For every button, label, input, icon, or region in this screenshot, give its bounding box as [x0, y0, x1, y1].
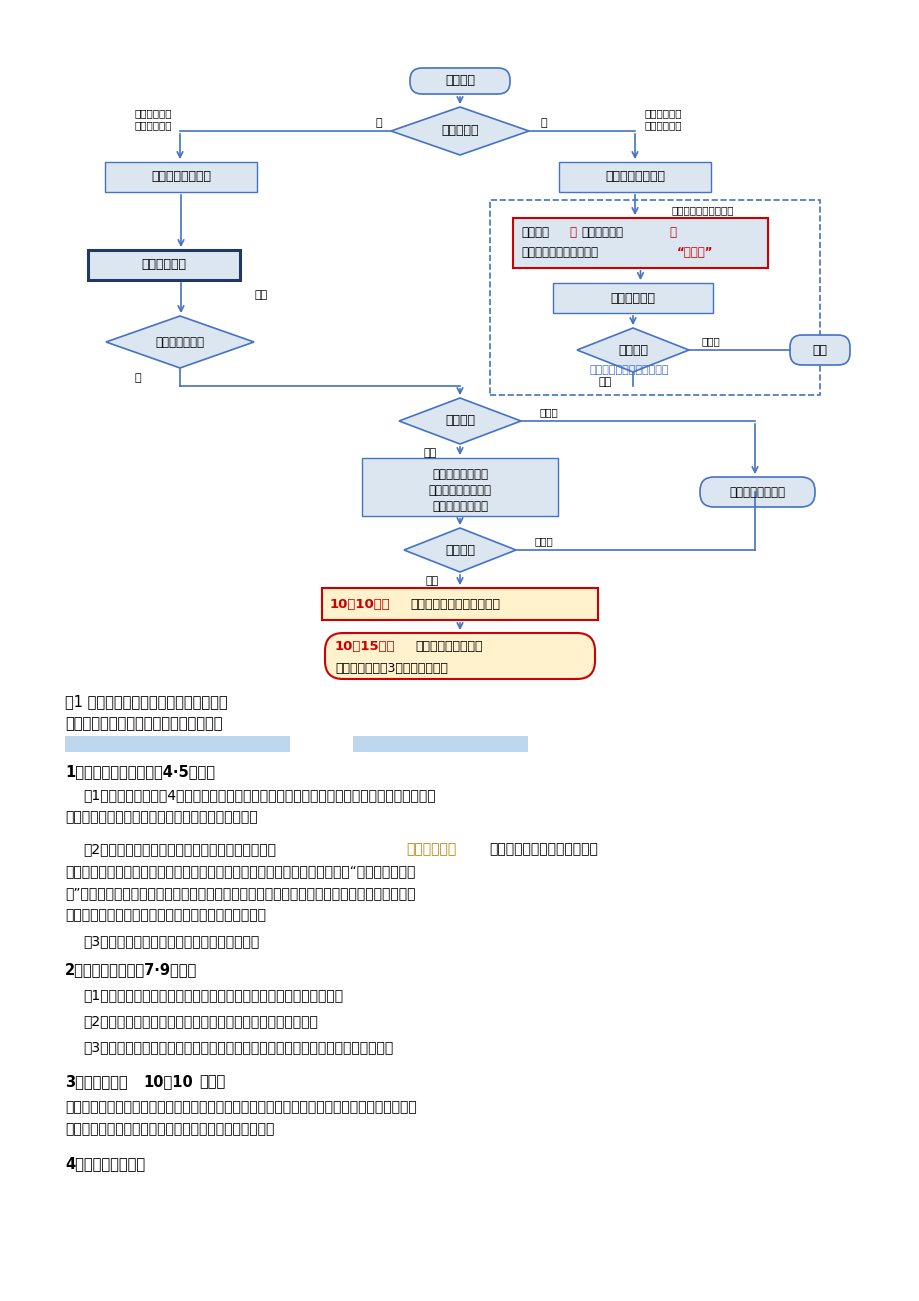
Text: 4、贷款核认月份）: 4、贷款核认月份） [65, 1157, 145, 1171]
Polygon shape [399, 398, 520, 444]
Text: 制额度，分配贷款名额及金额，下发工作安排通知。: 制额度，分配贷款名额及金额，下发工作安排通知。 [65, 811, 257, 824]
FancyBboxPatch shape [559, 163, 710, 193]
Text: 是否预申请: 是否预申请 [441, 125, 478, 138]
Text: 提交申请，导: 提交申请，导 [135, 108, 173, 118]
Text: 材料审查: 材料审查 [445, 415, 474, 428]
Text: 通知学生完善手续: 通知学生完善手续 [728, 485, 784, 498]
Text: 统”网址：；学校为外省籍学生出具《青岛理工大学外省籍在校生申请国家助学贷款证明》，学: 统”网址：；学校为外省籍学生出具《青岛理工大学外省籍在校生申请国家助学贷款证明》… [65, 886, 415, 900]
Text: 签订《借款合同》: 签订《借款合同》 [432, 467, 487, 480]
Text: 借款学生: 借款学生 [445, 74, 474, 87]
Text: 学生在线服务系统: 学生在线服务系统 [151, 170, 210, 183]
Text: “一个章”: “一个章” [676, 246, 713, 259]
Text: 续贷学生无需经过虚线部分: 续贷学生无需经过虚线部分 [589, 366, 669, 375]
Polygon shape [576, 328, 688, 372]
Text: 图1 生源地信用助学贷款申请受理流程图: 图1 生源地信用助学贷款申请受理流程图 [65, 693, 227, 709]
Text: 毕业高中: 毕业高中 [520, 225, 549, 238]
Polygon shape [403, 528, 516, 572]
FancyBboxPatch shape [353, 736, 528, 752]
FancyBboxPatch shape [552, 284, 712, 314]
FancyBboxPatch shape [324, 634, 595, 679]
Text: 出《申请表》: 出《申请表》 [644, 120, 682, 130]
Text: （2）信息采集：学院根据校资助中心的通知要求组: （2）信息采集：学院根据校资助中心的通知要求组 [83, 842, 276, 856]
Text: 通过: 通过 [597, 377, 611, 386]
Text: 有: 有 [134, 373, 142, 382]
Text: 出《申请表》: 出《申请表》 [135, 120, 173, 130]
Text: 生进行申报，学院根据学生的: 生进行申报，学院根据学生的 [489, 842, 597, 856]
Text: 资格审查: 资格审查 [618, 343, 647, 356]
Text: （1）通知下发：每年4月份，校资助中心根据省资助中心下发的当年度贷款工作通知及贷款控: （1）通知下发：每年4月份，校资助中心根据省资助中心下发的当年度贷款工作通知及贷… [83, 788, 436, 801]
FancyBboxPatch shape [105, 163, 256, 193]
Text: 不通过: 不通过 [701, 336, 720, 346]
Bar [490, 200, 819, 396]
Text: 或: 或 [668, 225, 675, 238]
FancyBboxPatch shape [410, 68, 509, 94]
FancyBboxPatch shape [322, 588, 597, 621]
FancyBboxPatch shape [65, 736, 289, 752]
Text: 日前）: 日前） [199, 1075, 225, 1089]
Polygon shape [391, 107, 528, 155]
Text: 《约定与承诺书》: 《约定与承诺书》 [432, 500, 487, 513]
Text: 是: 是 [375, 118, 382, 127]
Text: 县级资助中心: 县级资助中心 [610, 291, 654, 304]
Text: 确认回执并汇总上报省中心: 确认回执并汇总上报省中心 [410, 597, 499, 610]
Text: 家庭经济困难情况、学业情况、诚信情况等进行审核，通过后录入省资助中心“贷款数据采集系: 家庭经济困难情况、学业情况、诚信情况等进行审核，通过后录入省资助中心“贷款数据采… [65, 864, 414, 878]
Text: 《借款合同》送开行: 《借款合同》送开行 [414, 640, 482, 653]
Text: （3）学校派出贷款工作大学生志愿者到地方资助中心协助办理国家助学贷款业务。: （3）学校派出贷款工作大学生志愿者到地方资助中心协助办理国家助学贷款业务。 [83, 1039, 392, 1054]
FancyBboxPatch shape [513, 219, 767, 268]
Text: 查询预申请情况: 查询预申请情况 [155, 336, 204, 349]
Text: 提交申请，导: 提交申请，导 [644, 108, 682, 118]
Text: 10月10: 10月10 [142, 1075, 193, 1089]
Text: 通过: 通过 [425, 576, 438, 585]
Text: 3、贷款确认（: 3、贷款确认（ [65, 1075, 128, 1089]
Text: 县级资助中心: 县级资助中心 [142, 259, 187, 272]
Text: 10月10日前: 10月10日前 [330, 597, 391, 610]
FancyBboxPatch shape [789, 334, 849, 366]
Text: 其余档案于次年3月底前完成归档: 其余档案于次年3月底前完成归档 [335, 661, 448, 674]
Text: 学生在线服务系统: 学生在线服务系统 [605, 170, 664, 183]
Text: 开具家庭经济困难证明: 开具家庭经济困难证明 [671, 206, 733, 215]
Text: （二）国家助学贷款高校业务工作点解析: （二）国家助学贷款高校业务工作点解析 [65, 716, 222, 731]
Text: 乡镇（街道）民政部门盖: 乡镇（街道）民政部门盖 [520, 246, 597, 259]
Text: 或: 或 [568, 225, 575, 238]
Text: 通过: 通过 [423, 448, 437, 458]
Text: 谢绝: 谢绝 [811, 343, 826, 356]
Text: 2、暑期贷款办理（7·9月份）: 2、暑期贷款办理（7·9月份） [65, 961, 197, 977]
Text: （2）学校开通资助工作热线为学生提供贷款指导和政策咍询。: （2）学校开通资助工作热线为学生提供贷款指导和政策咍询。 [83, 1013, 318, 1028]
Text: 1、贷款学生信息采集（4·5月份）: 1、贷款学生信息采集（4·5月份） [65, 764, 215, 779]
Polygon shape [106, 316, 254, 368]
FancyBboxPatch shape [88, 250, 240, 280]
Text: 费金额后，汇总上报校资助中心进行电子录入确认处理。: 费金额后，汇总上报校资助中心进行电子录入确认处理。 [65, 1121, 274, 1136]
Text: 未通过: 未通过 [534, 536, 552, 546]
Text: 织山东省籍学: 织山东省籍学 [405, 842, 456, 856]
Text: 否: 否 [540, 118, 547, 127]
Text: 村（居）委会: 村（居）委会 [581, 225, 622, 238]
Text: 合同审查: 合同审查 [445, 544, 474, 557]
FancyBboxPatch shape [361, 458, 558, 516]
Text: 未通过: 未通过 [539, 407, 558, 418]
Text: （1）校资助中心、学院为学生出具贷款办理所需在校生证明等材料。: （1）校资助中心、学院为学生出具贷款办理所需在校生证明等材料。 [83, 987, 343, 1002]
Text: 并根据系统提示签署: 并根据系统提示签署 [428, 484, 491, 497]
Text: （3）信息上报：校资助中心汇总审核后上报。: （3）信息上报：校资助中心汇总审核后上报。 [83, 934, 259, 948]
Text: 学院登记收取新生、在校生贷款回执确认表，并核认、统计、标注贷款学生当学年度应缴纳学宿: 学院登记收取新生、在校生贷款回执确认表，并核认、统计、标注贷款学生当学年度应缴纳… [65, 1101, 416, 1114]
Text: 生本人联系当地学生资助中心和询办理助学贷款业务。: 生本人联系当地学生资助中心和询办理助学贷款业务。 [65, 908, 266, 922]
FancyBboxPatch shape [699, 477, 814, 507]
Text: 10月15日前: 10月15日前 [335, 640, 395, 653]
Text: 没有: 没有 [255, 290, 268, 301]
